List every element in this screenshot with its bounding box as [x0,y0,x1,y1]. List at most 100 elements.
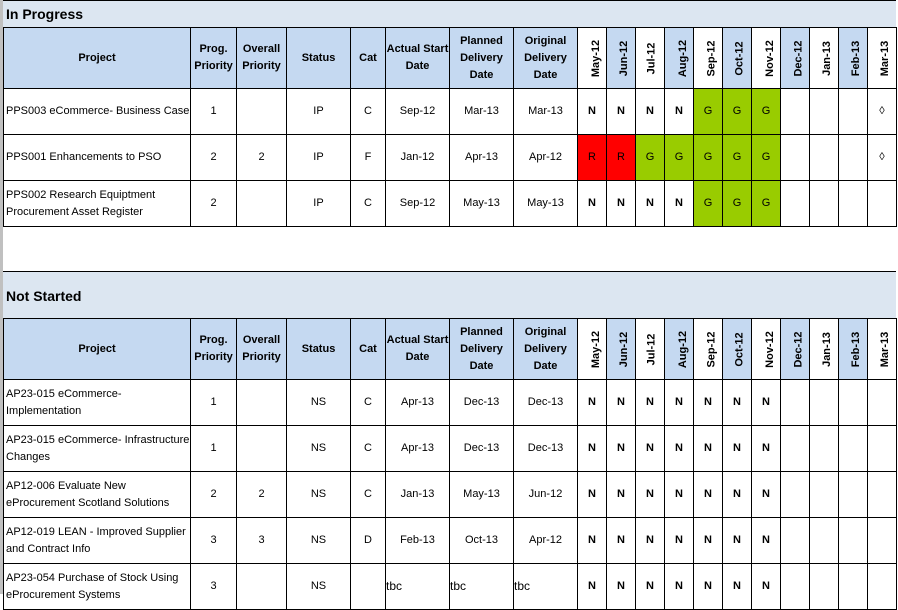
cell-month-status[interactable] [780,517,810,564]
cell-month-status[interactable]: N [722,563,752,610]
cell-original-delivery[interactable]: Apr-12 [513,134,578,181]
cell-overall-priority[interactable] [236,425,287,472]
cell-prog-priority[interactable]: 1 [190,379,237,426]
cell-month-status[interactable] [809,471,839,518]
cell-overall-priority[interactable]: 2 [236,471,287,518]
cell-month-status[interactable] [838,563,868,610]
cell-status[interactable]: NS [286,425,351,472]
cell-month-status[interactable]: N [751,471,781,518]
cell-planned-delivery[interactable]: May-13 [449,180,514,227]
cell-month-status[interactable] [838,425,868,472]
cell-month-status[interactable] [780,88,810,135]
cell-project[interactable]: AP12-019 LEAN - Improved Supplier and Co… [3,517,191,564]
cell-actual-start[interactable]: Apr-13 [385,425,450,472]
cell-original-delivery[interactable]: Apr-12 [513,517,578,564]
cell-month-status[interactable] [867,379,897,426]
cell-month-status[interactable]: N [606,180,636,227]
cell-month-status[interactable]: G [693,88,723,135]
cell-month-status[interactable]: N [664,425,694,472]
cell-month-status[interactable]: N [664,563,694,610]
cell-month-status[interactable]: N [577,517,607,564]
cell-month-status[interactable]: G [722,134,752,181]
cell-cat[interactable]: C [350,471,386,518]
cell-month-status[interactable]: N [635,379,665,426]
cell-month-status[interactable]: N [664,379,694,426]
cell-month-status[interactable]: N [606,517,636,564]
cell-overall-priority[interactable] [236,88,287,135]
cell-month-status[interactable] [838,379,868,426]
cell-month-status[interactable]: N [751,425,781,472]
cell-month-status[interactable]: N [606,563,636,610]
cell-month-status[interactable]: N [606,88,636,135]
cell-month-status[interactable]: N [751,563,781,610]
cell-project[interactable]: PPS002 Research Equiptment Procurement A… [3,180,191,227]
cell-prog-priority[interactable]: 2 [190,180,237,227]
cell-cat[interactable]: F [350,134,386,181]
cell-month-status[interactable] [780,563,810,610]
cell-month-status[interactable]: N [693,379,723,426]
cell-status[interactable]: IP [286,134,351,181]
cell-actual-start[interactable]: Sep-12 [385,180,450,227]
cell-month-status[interactable]: ◊ [867,134,897,181]
cell-project[interactable]: AP23-015 eCommerce- Implementation [3,379,191,426]
cell-month-status[interactable]: N [635,517,665,564]
cell-month-status[interactable]: N [664,471,694,518]
cell-month-status[interactable] [780,134,810,181]
table-row[interactable]: AP12-006 Evaluate New eProcurement Scotl… [3,471,897,518]
cell-cat[interactable] [350,563,386,610]
cell-month-status[interactable]: N [635,180,665,227]
cell-status[interactable]: IP [286,88,351,135]
cell-actual-start[interactable]: Sep-12 [385,88,450,135]
cell-month-status[interactable]: N [577,180,607,227]
cell-original-delivery[interactable]: May-13 [513,180,578,227]
cell-month-status[interactable]: N [635,425,665,472]
cell-planned-delivery[interactable]: Mar-13 [449,88,514,135]
cell-month-status[interactable]: N [693,471,723,518]
cell-cat[interactable]: C [350,379,386,426]
cell-prog-priority[interactable]: 1 [190,425,237,472]
cell-month-status[interactable] [780,379,810,426]
cell-original-delivery[interactable]: Jun-12 [513,471,578,518]
cell-month-status[interactable]: N [722,517,752,564]
cell-month-status[interactable]: N [693,563,723,610]
cell-month-status[interactable]: G [693,180,723,227]
cell-overall-priority[interactable] [236,563,287,610]
cell-project[interactable]: AP23-054 Purchase of Stock Using eProcur… [3,563,191,610]
cell-month-status[interactable] [809,134,839,181]
cell-month-status[interactable]: N [577,379,607,426]
cell-original-delivery[interactable]: Dec-13 [513,379,578,426]
cell-month-status[interactable]: G [751,180,781,227]
cell-month-status[interactable]: N [722,425,752,472]
cell-month-status[interactable]: N [635,471,665,518]
cell-month-status[interactable]: N [693,425,723,472]
cell-cat[interactable]: C [350,180,386,227]
cell-cat[interactable]: D [350,517,386,564]
cell-actual-start[interactable]: Jan-13 [385,471,450,518]
cell-prog-priority[interactable]: 3 [190,517,237,564]
table-row[interactable]: AP23-015 eCommerce- Infrastructure Chang… [3,425,897,472]
cell-original-delivery[interactable]: tbc [513,563,578,610]
cell-month-status[interactable]: N [577,563,607,610]
cell-month-status[interactable]: G [693,134,723,181]
cell-planned-delivery[interactable]: tbc [449,563,514,610]
cell-month-status[interactable] [838,88,868,135]
cell-month-status[interactable]: G [751,134,781,181]
cell-prog-priority[interactable]: 2 [190,471,237,518]
cell-project[interactable]: PPS003 eCommerce- Business Case [3,88,191,135]
cell-project[interactable]: AP12-006 Evaluate New eProcurement Scotl… [3,471,191,518]
cell-overall-priority[interactable]: 2 [236,134,287,181]
cell-month-status[interactable]: G [751,88,781,135]
cell-month-status[interactable]: N [751,517,781,564]
cell-project[interactable]: PPS001 Enhancements to PSO [3,134,191,181]
cell-month-status[interactable] [867,517,897,564]
cell-month-status[interactable]: R [606,134,636,181]
cell-month-status[interactable]: G [722,88,752,135]
cell-planned-delivery[interactable]: May-13 [449,471,514,518]
cell-month-status[interactable] [838,517,868,564]
cell-overall-priority[interactable]: 3 [236,517,287,564]
cell-month-status[interactable] [838,134,868,181]
cell-month-status[interactable]: N [635,563,665,610]
cell-cat[interactable]: C [350,425,386,472]
cell-overall-priority[interactable] [236,379,287,426]
cell-project[interactable]: AP23-015 eCommerce- Infrastructure Chang… [3,425,191,472]
